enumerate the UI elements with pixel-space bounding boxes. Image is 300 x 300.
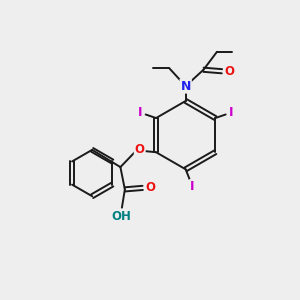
- Text: O: O: [145, 181, 155, 194]
- Text: O: O: [224, 65, 234, 78]
- Text: I: I: [230, 106, 234, 119]
- Text: O: O: [135, 143, 145, 156]
- Text: OH: OH: [111, 210, 131, 223]
- Text: I: I: [190, 180, 194, 193]
- Text: I: I: [137, 106, 142, 119]
- Text: N: N: [181, 80, 191, 93]
